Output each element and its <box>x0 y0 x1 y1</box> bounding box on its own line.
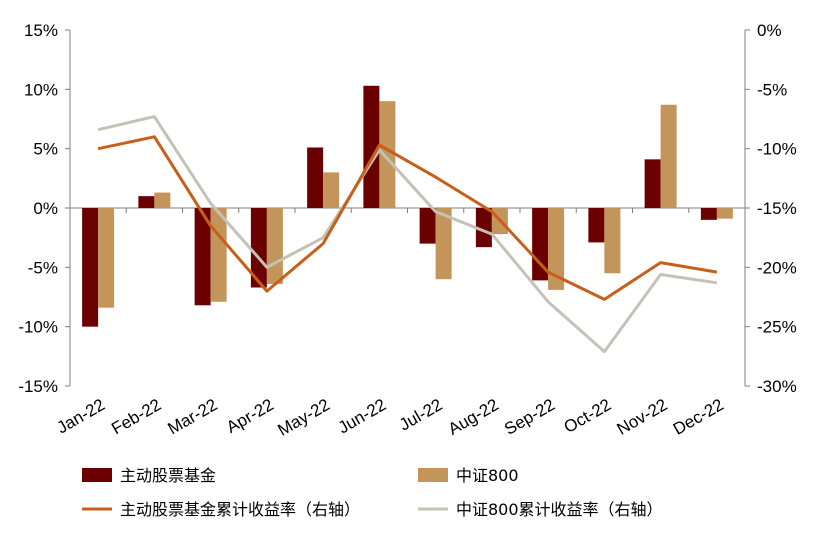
x-tick-label: Feb-22 <box>108 395 164 438</box>
legend-label: 中证800 <box>456 466 519 485</box>
bar-csi800 <box>154 192 171 208</box>
bar-active-fund <box>363 85 380 208</box>
legend-item: 中证800累计收益率（右轴） <box>418 500 663 519</box>
x-tick-label: Oct-22 <box>561 395 615 437</box>
left-tick-label: -10% <box>18 318 58 337</box>
x-tick-label: Jul-22 <box>396 395 446 435</box>
bar-active-fund <box>644 159 661 208</box>
left-tick-label: 5% <box>33 140 58 159</box>
x-tick-label: Dec-22 <box>670 395 727 439</box>
x-tick-label: May-22 <box>275 395 334 440</box>
legend-label: 主动股票基金累计收益率（右轴） <box>120 500 360 519</box>
bar-csi800 <box>660 104 677 208</box>
legend-item: 中证800 <box>418 466 519 485</box>
x-tick-label: Jan-22 <box>54 395 109 437</box>
x-tick-label: Nov-22 <box>614 395 671 439</box>
legend-item: 主动股票基金累计收益率（右轴） <box>82 500 360 519</box>
bar-csi800 <box>323 172 340 208</box>
left-tick-label: 15% <box>24 21 58 40</box>
bar-csi800 <box>548 208 565 290</box>
bar-csi800 <box>716 208 733 219</box>
bar-active-fund <box>700 208 717 220</box>
bar-active-fund <box>250 208 267 288</box>
bar-active-fund <box>307 147 324 208</box>
left-tick-label: -5% <box>28 258 58 277</box>
bar-csi800 <box>266 208 283 284</box>
x-tick-label: Apr-22 <box>223 395 277 437</box>
right-tick-label: -20% <box>757 258 797 277</box>
bar-active-fund <box>82 208 99 327</box>
bar-active-fund <box>532 208 549 281</box>
left-tick-label: -15% <box>18 377 58 396</box>
lines <box>97 115 718 354</box>
left-tick-label: 10% <box>24 80 58 99</box>
right-tick-label: -15% <box>757 199 797 218</box>
legend-swatch <box>418 468 448 482</box>
bar-csi800 <box>379 101 396 208</box>
legend-item: 主动股票基金 <box>82 466 216 485</box>
right-tick-label: -10% <box>757 140 797 159</box>
bar-active-fund <box>588 208 605 243</box>
legend-swatch <box>82 468 112 482</box>
legend-label: 中证800累计收益率（右轴） <box>456 500 663 519</box>
bar-active-fund <box>475 208 492 248</box>
left-tick-label: 0% <box>33 199 58 218</box>
bar-csi800 <box>435 208 452 280</box>
x-tick-label: Sep-22 <box>501 395 558 439</box>
line-active-fund-cumulative <box>97 135 718 301</box>
right-tick-label: -5% <box>757 80 787 99</box>
right-tick-label: 0% <box>757 21 782 40</box>
legend-label: 主动股票基金 <box>120 466 216 485</box>
x-tick-label: Mar-22 <box>164 395 220 438</box>
line-csi800-cumulative <box>97 115 718 354</box>
legend: 主动股票基金 中证800 主动股票基金累计收益率（右轴） 中证800累计收益率（右轴） <box>82 466 663 519</box>
bar-csi800 <box>210 208 227 302</box>
bar-active-fund <box>419 208 436 244</box>
x-tick-label: Aug-22 <box>445 395 502 439</box>
bar-active-fund <box>138 196 155 208</box>
bars <box>82 85 733 327</box>
axes <box>65 29 750 387</box>
bar-active-fund <box>194 208 211 306</box>
right-tick-label: -25% <box>757 318 797 337</box>
bar-csi800 <box>98 208 115 308</box>
tick-labels: 15% 10% 5% 0% -5% -10% -15% 0% -5% -10% -15% -20% -2… <box>18 21 796 440</box>
right-tick-label: -30% <box>757 377 797 396</box>
bar-csi800 <box>604 208 621 274</box>
x-tick-label: Jun-22 <box>335 395 390 437</box>
